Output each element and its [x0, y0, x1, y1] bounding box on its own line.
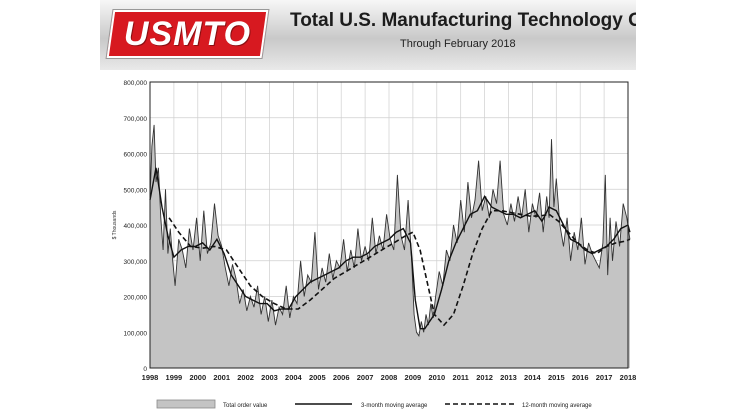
- y-tick-label: 400,000: [124, 223, 148, 230]
- x-tick-label: 2017: [596, 373, 613, 382]
- total-order-area: [150, 124, 630, 369]
- chart-subtitle: Through February 2018: [400, 38, 516, 50]
- chart-title: Total U.S. Manufacturing Technology Orde…: [290, 10, 636, 31]
- x-tick-label: 2002: [237, 373, 254, 382]
- x-tick-label: 2003: [261, 373, 278, 382]
- x-tick-label: 2018: [620, 373, 636, 382]
- y-tick-label: 200,000: [124, 295, 148, 302]
- y-tick-label: 0: [143, 366, 147, 373]
- x-tick-label: 2009: [405, 373, 422, 382]
- total-order-edge: [149, 124, 631, 337]
- plot-border: [149, 81, 629, 369]
- x-tick-label: 2006: [333, 373, 350, 382]
- 12-month-average-line: [168, 209, 631, 327]
- figure-frame: USMTO Total U.S. Manufacturing Technolog…: [100, 0, 636, 414]
- y-tick-label: 800,000: [124, 80, 148, 87]
- x-tick-label: 1999: [166, 373, 183, 382]
- x-tick-label: 2007: [357, 373, 374, 382]
- x-tick-label: 2008: [381, 373, 398, 382]
- y-tick-label: 500,000: [124, 187, 148, 194]
- 3-month-average-line: [149, 167, 631, 330]
- orders-chart: 0 100,000 200,000 300,000 400,000 500,000 600,…: [112, 80, 636, 409]
- x-tick-label: 2014: [524, 373, 542, 382]
- y-tick-label: 100,000: [124, 330, 148, 337]
- y-tick-label: 600,000: [124, 152, 148, 159]
- legend-swatch-area: [156, 399, 216, 409]
- x-tick-label: 2015: [548, 373, 565, 382]
- legend-label: 3-month moving average: [361, 403, 428, 409]
- x-tick-label: 2000: [189, 373, 206, 382]
- y-tick-label: 700,000: [124, 116, 148, 123]
- x-tick-label: 1998: [142, 373, 159, 382]
- x-tick-label: 2005: [309, 373, 326, 382]
- y-axis-label: $ Thousands: [112, 210, 118, 239]
- x-tick-label: 2004: [285, 373, 303, 382]
- x-tick-label: 2013: [500, 373, 517, 382]
- x-tick-label: 2012: [476, 373, 493, 382]
- x-tick-label: 2011: [453, 373, 469, 382]
- x-tick-label: 2016: [572, 373, 589, 382]
- header-banner: USMTO Total U.S. Manufacturing Technolog…: [100, 0, 636, 70]
- y-tick-label: 300,000: [124, 259, 148, 266]
- x-tick-label: 2001: [213, 373, 230, 382]
- legend-label: 12-month moving average: [522, 403, 592, 409]
- legend-label: Total order value: [223, 403, 268, 409]
- x-tick-label: 2010: [428, 373, 445, 382]
